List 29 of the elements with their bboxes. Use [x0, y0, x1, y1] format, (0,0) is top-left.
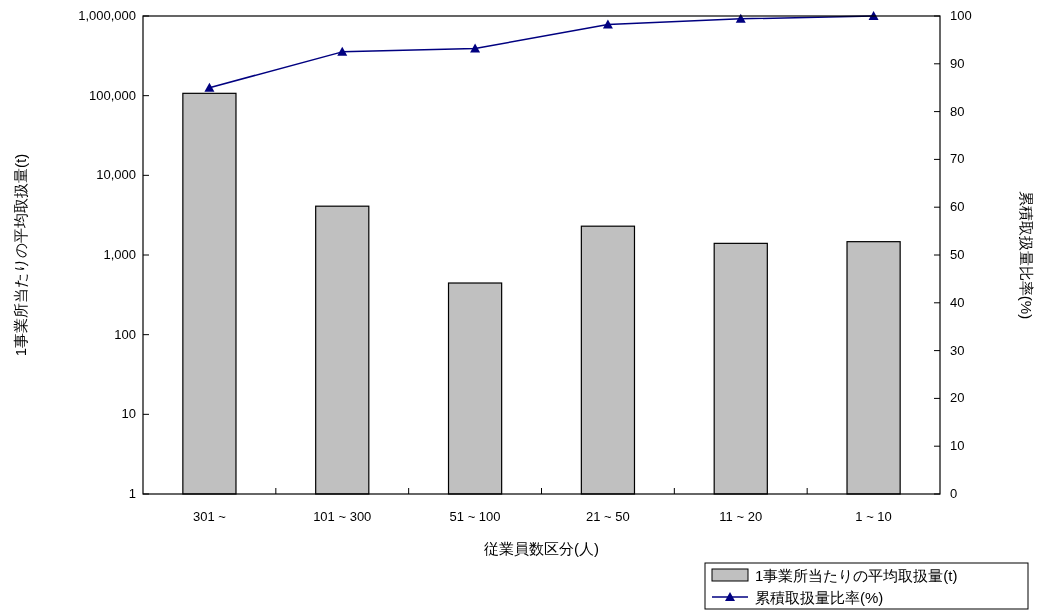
x-tick-label: 51 ~ 100 [449, 509, 501, 524]
x-tick-label: 1 ~ 10 [855, 509, 892, 524]
y-tick-label: 100 [114, 326, 136, 342]
x-tick-label: 21 ~ 50 [586, 509, 630, 524]
y-tick-label: 1,000,000 [78, 8, 136, 23]
x-tick-label: 101 ~ 300 [313, 509, 372, 524]
y-tick-label: 100,000 [89, 87, 136, 103]
legend-label: 1事業所当たりの平均取扱量(t) [755, 567, 958, 584]
y-tick-label: 1 [128, 486, 136, 501]
y2-tick-label: 70 [950, 151, 965, 167]
y-axis-title: 1事業所当たりの平均取扱量(t) [12, 153, 29, 357]
y2-axis-title: 累積取扱量比率(%) [1018, 190, 1035, 320]
y-tick-label: 10 [121, 406, 136, 422]
x-axis-title: 従業員数区分(人) [484, 540, 599, 557]
y2-tick-label: 90 [950, 55, 965, 71]
y2-tick-label: 40 [950, 294, 965, 310]
legend-label: 累積取扱量比率(%) [755, 589, 884, 606]
y2-tick-label: 80 [950, 103, 965, 119]
y2-tick-label: 0 [950, 486, 958, 501]
y-tick-label: 1,000 [103, 247, 136, 262]
x-tick-label: 11 ~ 20 [719, 509, 763, 524]
y2-tick-label: 10 [950, 438, 965, 454]
y-tick-label: 10,000 [96, 167, 136, 183]
y2-tick-label: 50 [950, 247, 965, 262]
y2-tick-label: 30 [950, 342, 965, 358]
x-tick-label: 301 ~ [192, 509, 227, 524]
y2-tick-label: 20 [950, 390, 965, 406]
y2-tick-label: 60 [950, 199, 965, 215]
y2-tick-label: 100 [950, 8, 972, 23]
